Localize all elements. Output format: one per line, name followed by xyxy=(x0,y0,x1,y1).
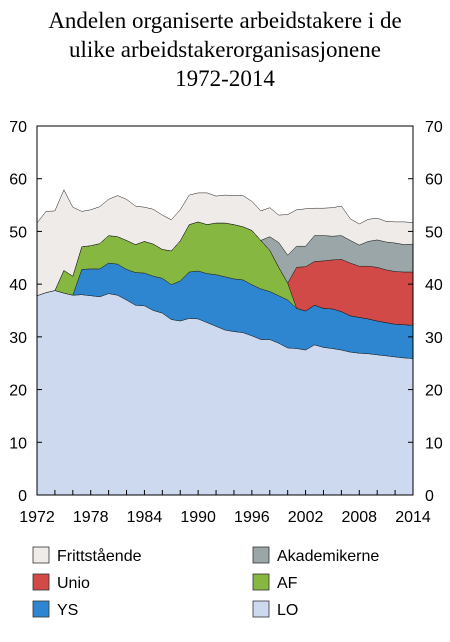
x-tick-label: 2014 xyxy=(395,509,431,526)
legend-swatch-lo xyxy=(252,600,270,618)
legend-label-unio: Unio xyxy=(57,575,90,592)
y-tick-label-right: 70 xyxy=(425,119,443,136)
x-tick-label: 2008 xyxy=(341,509,377,526)
legend-swatch-unio xyxy=(32,573,50,591)
x-tick-label: 1972 xyxy=(19,509,55,526)
legend-label-ys: YS xyxy=(57,602,78,619)
y-tick-label-right: 20 xyxy=(425,383,443,400)
chart-title-line-1: Andelen organiserte arbeidstakere i de xyxy=(48,8,402,33)
axes: 0 0 10 10 20 20 30 30 40 40 50 50 60 60 70 70 1972 1978 19… xyxy=(9,119,443,526)
y-tick-label-right: 10 xyxy=(425,435,443,452)
y-tick-label-left: 10 xyxy=(9,435,27,452)
y-tick-label-right: 30 xyxy=(425,330,443,347)
x-tick-label: 1984 xyxy=(127,509,163,526)
legend-label-lo: LO xyxy=(277,602,298,619)
chart-title-line-3: 1972-2014 xyxy=(175,66,275,91)
y-tick-label-left: 50 xyxy=(9,224,27,241)
legend-label-akademikerne: Akademikerne xyxy=(277,548,379,565)
y-tick-label-right: 60 xyxy=(425,172,443,189)
chart-title-line-2: ulike arbeidstakerorganisasjonene xyxy=(69,37,381,62)
y-tick-label-right: 50 xyxy=(425,224,443,241)
legend: Frittstående Akademikerne Unio AF YS LO xyxy=(32,546,379,619)
x-tick-label: 2002 xyxy=(288,509,324,526)
y-tick-label-left: 20 xyxy=(9,383,27,400)
legend-swatch-frittst-ende xyxy=(32,546,50,564)
y-tick-label-left: 0 xyxy=(18,488,27,505)
y-tick-label-left: 70 xyxy=(9,119,27,136)
area-layers xyxy=(36,189,414,496)
plot-frame xyxy=(36,125,414,496)
chart-title: Andelen organiserte arbeidstakere i de u… xyxy=(0,6,450,93)
legend-swatch-ys xyxy=(32,600,50,618)
y-tick-label-left: 40 xyxy=(9,277,27,294)
y-tick-label-left: 30 xyxy=(9,330,27,347)
legend-label-frittst-ende: Frittstående xyxy=(57,547,142,565)
y-tick-label-right: 40 xyxy=(425,277,443,294)
y-tick-label-right: 0 xyxy=(425,488,434,505)
legend-label-af: AF xyxy=(277,575,298,592)
x-tick-label: 1990 xyxy=(180,509,216,526)
x-tick-label: 1978 xyxy=(73,509,109,526)
y-tick-label-left: 60 xyxy=(9,172,27,189)
legend-swatch-akademikerne xyxy=(252,546,270,564)
x-tick-label: 1996 xyxy=(234,509,270,526)
legend-swatch-af xyxy=(252,573,270,591)
